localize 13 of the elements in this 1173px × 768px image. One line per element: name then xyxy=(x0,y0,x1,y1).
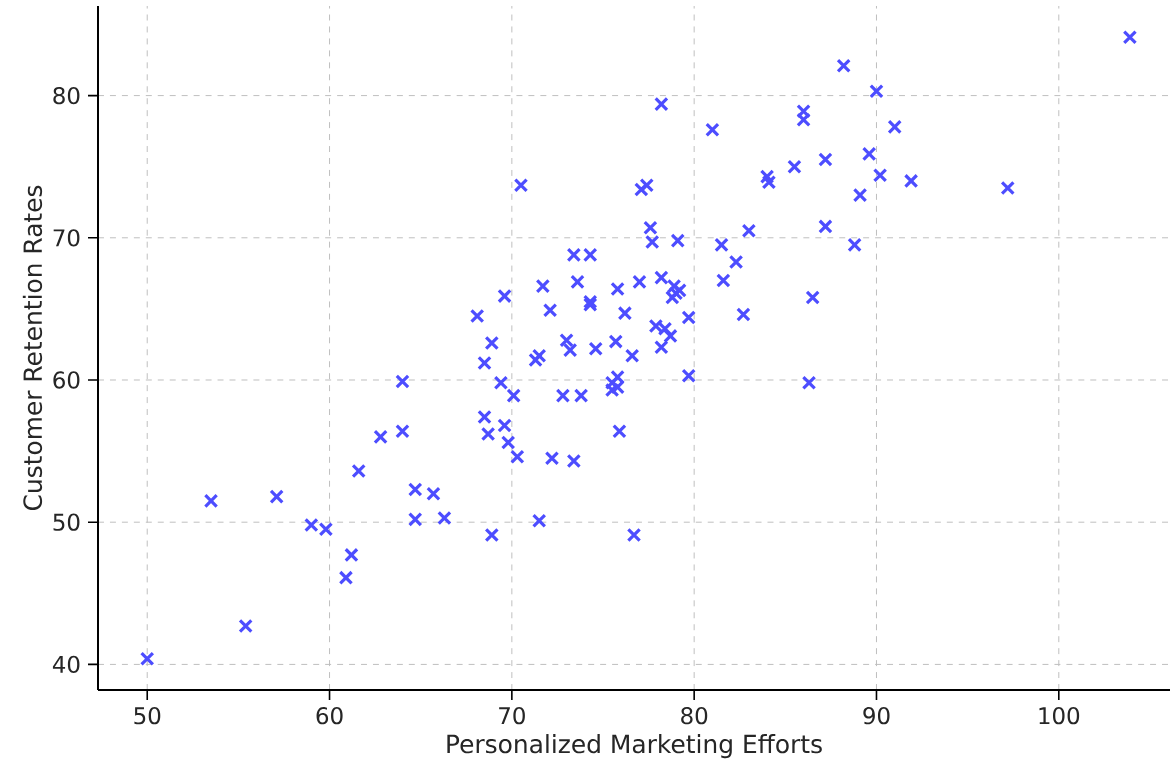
y-tick-label: 40 xyxy=(52,655,80,674)
x-tick-label: 90 xyxy=(863,707,890,725)
y-tick-label: 50 xyxy=(53,513,80,531)
y-axis-title: Customer Retention Rates xyxy=(22,185,43,511)
x-tick-label: 70 xyxy=(499,707,525,725)
x-tick-label: 60 xyxy=(316,707,343,725)
x-tick-label: 100 xyxy=(1039,707,1080,725)
x-axis-title: Personalized Marketing Efforts xyxy=(447,734,822,759)
x-tick-label: 80 xyxy=(681,707,708,725)
x-tick-label: 50 xyxy=(134,707,161,725)
y-tick-label: 80 xyxy=(53,86,80,105)
y-tick-label: 70 xyxy=(53,229,80,247)
y-tick-label: 60 xyxy=(53,371,80,389)
